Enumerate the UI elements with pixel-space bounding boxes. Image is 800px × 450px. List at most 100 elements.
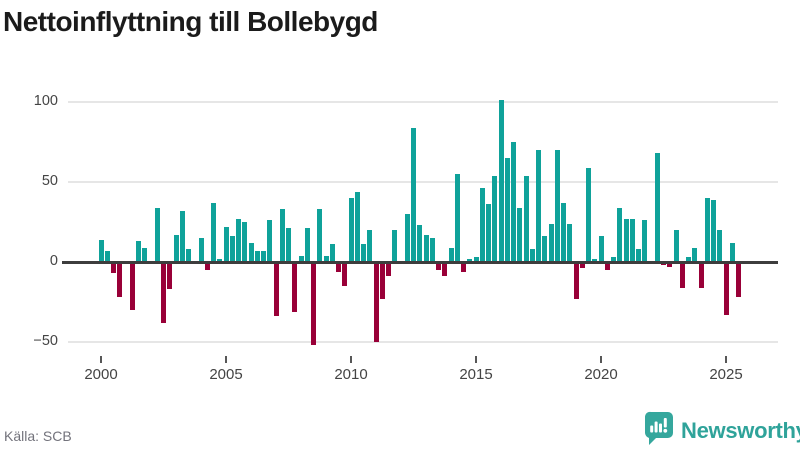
bar — [511, 142, 516, 262]
bar — [136, 241, 141, 262]
bar — [142, 247, 148, 262]
bar — [554, 150, 560, 262]
bar — [479, 188, 485, 262]
bar — [717, 230, 723, 262]
bar — [323, 255, 329, 262]
bar — [461, 262, 466, 272]
bar — [254, 250, 260, 262]
bar — [423, 234, 429, 262]
bar — [579, 262, 585, 269]
bar — [454, 174, 460, 262]
bar — [723, 262, 729, 315]
bar — [167, 262, 173, 290]
bar — [98, 239, 104, 262]
x-axis-tick-label: 2020 — [584, 366, 618, 383]
bar — [673, 230, 679, 262]
x-axis-tick-label: 2015 — [459, 366, 493, 383]
bar — [404, 214, 410, 262]
bar — [523, 175, 529, 262]
bar — [386, 262, 391, 277]
x-axis-tick — [600, 356, 602, 363]
bar — [392, 230, 398, 262]
x-axis-tick-label: 2025 — [709, 366, 743, 383]
bar — [536, 150, 541, 262]
newsworthy-chart-bubble-icon — [644, 411, 674, 450]
bar — [473, 257, 479, 262]
bar — [704, 198, 710, 262]
x-axis-tick — [475, 356, 477, 363]
bar — [467, 258, 473, 262]
bar — [448, 247, 454, 262]
bar — [436, 262, 441, 270]
gridline — [68, 341, 778, 343]
bar — [692, 247, 698, 262]
bar — [204, 262, 210, 270]
newsworthy-logo[interactable]: Newsworthy — [644, 411, 800, 450]
gridline — [68, 101, 778, 103]
bar — [542, 236, 548, 262]
bar — [361, 244, 366, 262]
bar — [179, 210, 185, 262]
bar — [161, 262, 166, 323]
bar — [679, 262, 685, 288]
bar — [286, 228, 291, 262]
bar — [598, 236, 604, 262]
bar — [442, 262, 448, 277]
y-axis-tick-label: 100 — [33, 93, 58, 109]
bar — [186, 249, 191, 262]
bar — [279, 209, 285, 262]
bar — [529, 249, 535, 262]
bar — [567, 223, 573, 262]
bar — [642, 220, 648, 262]
bar — [248, 242, 254, 262]
bar — [592, 258, 598, 262]
bar — [548, 223, 554, 262]
bar — [329, 244, 335, 262]
bar — [729, 242, 735, 262]
bar — [629, 218, 635, 262]
bar — [354, 191, 360, 262]
x-axis-tick-label: 2005 — [209, 366, 243, 383]
bar — [417, 225, 423, 262]
newsworthy-wordmark: Newsworthy — [681, 418, 800, 443]
bar — [486, 204, 491, 262]
bar — [411, 127, 416, 262]
bar — [617, 207, 623, 262]
x-axis-tick — [225, 356, 227, 363]
bar — [698, 262, 704, 288]
bar — [611, 257, 616, 262]
bar — [292, 262, 298, 312]
y-axis-tick-label: 0 — [49, 253, 58, 269]
bar — [111, 262, 116, 274]
bar — [373, 262, 379, 342]
bar — [211, 202, 216, 262]
bar — [573, 262, 579, 299]
bar — [498, 100, 504, 262]
bar — [298, 255, 304, 262]
bar — [336, 262, 341, 272]
bar — [517, 207, 523, 262]
bar — [104, 250, 110, 262]
y-axis-tick-label: 50 — [41, 173, 58, 189]
bar — [154, 207, 160, 262]
bar — [236, 218, 241, 262]
bar — [667, 262, 673, 267]
source-label: Källa: SCB — [4, 428, 72, 444]
bar — [261, 250, 266, 262]
bar — [242, 222, 248, 262]
bar — [623, 218, 629, 262]
bar — [311, 262, 316, 346]
chart-title: Nettoinflyttning till Bollebygd — [3, 6, 378, 37]
bar — [304, 228, 310, 262]
bar — [429, 238, 435, 262]
bar — [198, 238, 204, 262]
zero-axis-line — [62, 260, 778, 264]
bar — [492, 175, 498, 262]
bar — [661, 262, 666, 266]
bar — [267, 220, 273, 262]
bar — [342, 262, 348, 286]
bar — [561, 202, 566, 262]
bar — [317, 209, 323, 262]
bar — [379, 262, 385, 299]
